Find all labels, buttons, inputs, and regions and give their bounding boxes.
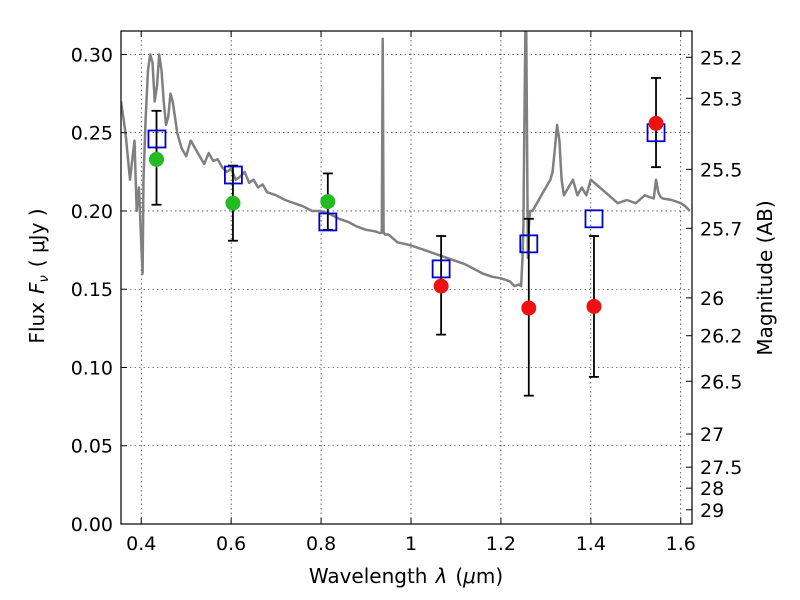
ticks: 0.4 0.6 0.8 1 1.2 1.4 1.6 0.00 0.05 0.10 0.15 0.20 0…	[71, 31, 742, 555]
sed-model-line	[121, 31, 691, 288]
red-data-point	[586, 298, 602, 314]
x-tick-label: 0.6	[216, 533, 246, 555]
model-flux-square	[519, 234, 539, 254]
y2-tick-label: 27.5	[700, 457, 742, 479]
green-data-point	[149, 151, 165, 167]
y-tick-label: 0.10	[71, 357, 113, 379]
x-tick-label: 0.4	[126, 533, 156, 555]
x-tick-label: 0.8	[306, 533, 336, 555]
y-tick-label: 0.30	[71, 44, 113, 66]
y-axis-label: FluxFν( μJy )	[25, 208, 52, 343]
data-markers	[147, 115, 666, 316]
y2-tick-label: 25.2	[700, 47, 742, 69]
red-data-point	[433, 278, 449, 294]
sed-model-polyline	[121, 31, 691, 288]
y2-tick-label: 26.2	[700, 326, 742, 348]
y2-tick-label: 25.3	[700, 88, 742, 110]
model-flux-square	[584, 209, 604, 229]
x-tick-label: 1.2	[486, 533, 516, 555]
model-flux-square	[224, 165, 243, 185]
y2-tick-label: 26.5	[700, 371, 742, 393]
y2-tick-label: 27	[700, 424, 724, 446]
x-axis-label: Wavelength λ (μm)	[309, 564, 503, 588]
y-tick-label: 0.15	[71, 279, 113, 301]
grid	[121, 31, 692, 524]
green-data-point	[320, 194, 336, 210]
red-data-point	[648, 115, 664, 131]
x-tick-label: 1	[405, 533, 417, 555]
error-bars	[151, 77, 662, 397]
y2-tick-label: 25.5	[700, 159, 742, 181]
red-data-point	[521, 300, 537, 316]
y2-tick-label: 28	[700, 478, 724, 500]
x-tick-label: 1.4	[576, 533, 606, 555]
model-flux-square	[318, 212, 338, 232]
x-tick-label: 1.6	[666, 533, 696, 555]
y2-tick-label: 25.7	[700, 218, 742, 240]
y2-tick-label: 29	[700, 500, 724, 522]
y-tick-label: 0.05	[71, 436, 113, 458]
green-data-point	[225, 195, 241, 211]
y2-tick-label: 26	[700, 288, 724, 310]
y-tick-label: 0.00	[71, 514, 113, 536]
y-tick-label: 0.20	[71, 201, 113, 223]
model-flux-square	[147, 129, 167, 149]
model-flux-square	[431, 259, 451, 279]
y-tick-label: 0.25	[71, 123, 113, 145]
plot-frame	[120, 30, 693, 525]
y2-axis-label: Magnitude (AB)	[753, 200, 777, 355]
